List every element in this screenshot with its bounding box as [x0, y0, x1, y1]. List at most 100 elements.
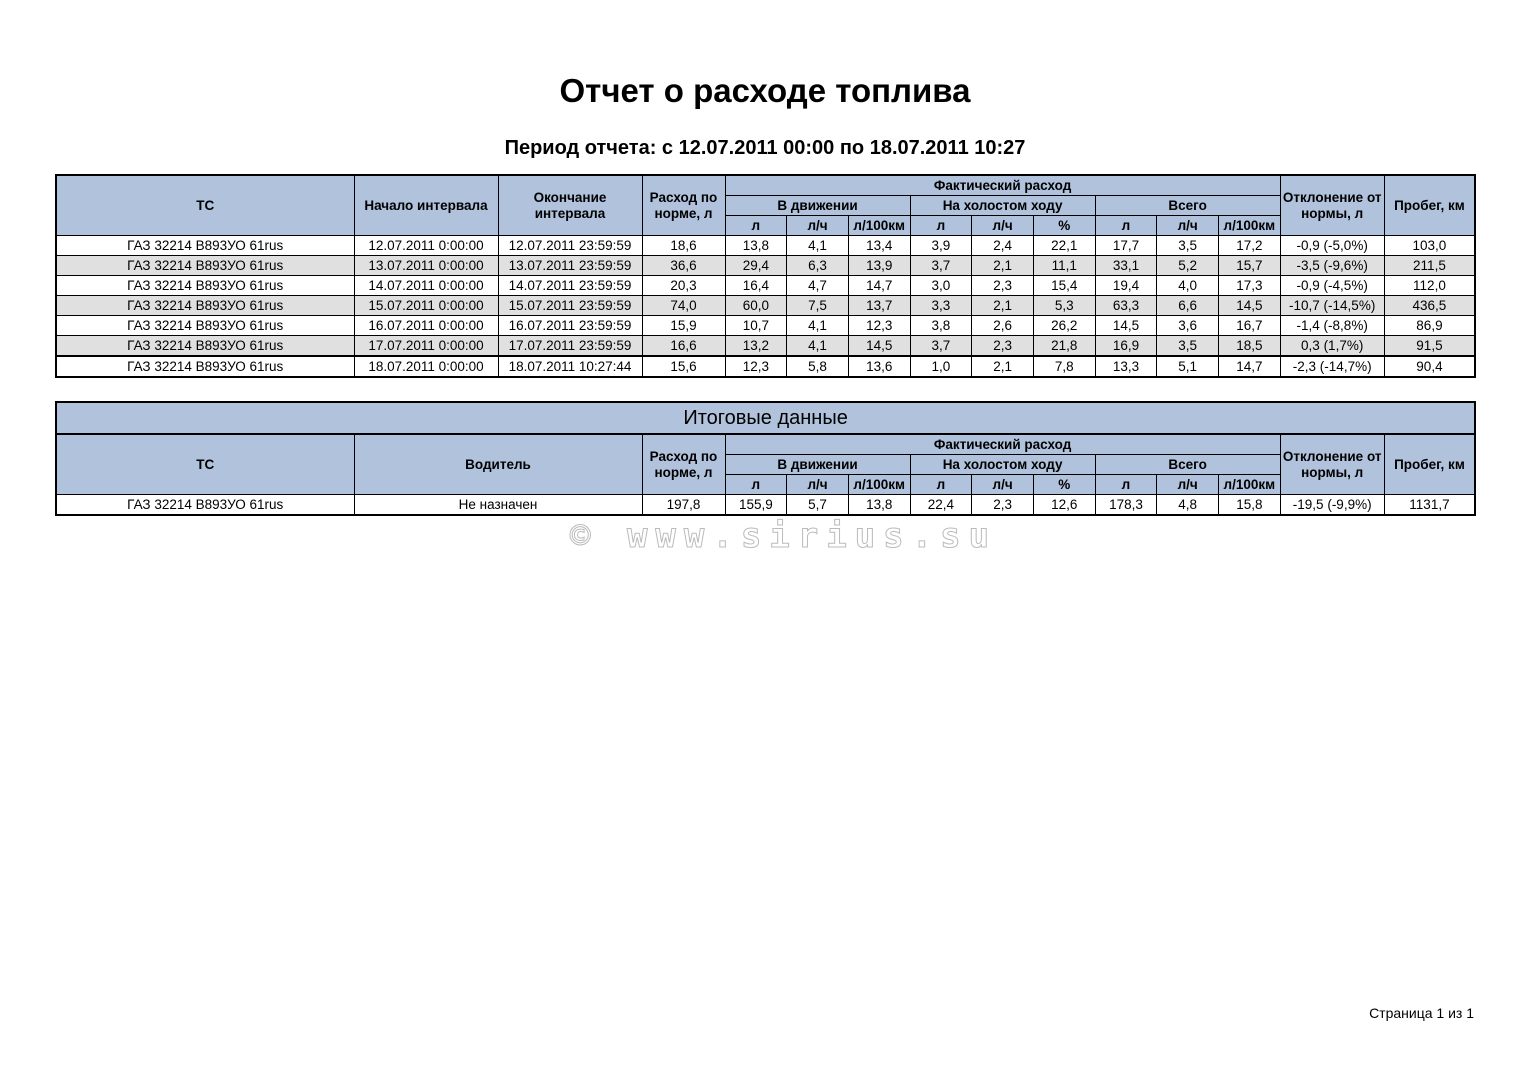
unit-header: л/ч — [971, 215, 1034, 236]
summary-cell: 155,9 — [724, 494, 788, 516]
unit-header: л/100км — [1218, 215, 1281, 236]
summary-cell: 22,4 — [909, 494, 973, 516]
report-title: Отчет о расходе топлива — [559, 72, 971, 109]
fuel-report-table: ТС Начало интервала Окончание интервала … — [55, 174, 1477, 378]
col-moving: В движении — [724, 195, 911, 216]
table-cell: 13,3 — [1094, 355, 1158, 378]
table-cell: 103,0 — [1383, 235, 1476, 256]
unit-header: л — [724, 474, 788, 495]
table-row: ГАЗ 32214 В893УО 61rus 12.07.2011 0:00:00… — [55, 235, 1476, 256]
table-cell: 2,1 — [971, 255, 1034, 276]
col-deviation: Отклонение от нормы, л — [1279, 174, 1385, 236]
table-cell: 13,2 — [724, 335, 788, 357]
table-cell: 13,6 — [847, 355, 911, 378]
table-cell: 18.07.2011 0:00:00 — [353, 355, 499, 378]
table-cell: 2,3 — [971, 335, 1034, 357]
table-cell: 5,3 — [1032, 295, 1096, 316]
col-start: Начало интервала — [353, 174, 499, 236]
table-cell: ГАЗ 32214 В893УО 61rus — [55, 275, 355, 296]
table-cell: 12.07.2011 23:59:59 — [497, 235, 643, 256]
table-cell: 15,6 — [641, 355, 726, 378]
table-cell: 13,9 — [847, 255, 911, 276]
summary-cell: 178,3 — [1094, 494, 1158, 516]
table-cell: -0,9 (-4,5%) — [1279, 275, 1385, 296]
table-row: ГАЗ 32214 В893УО 61rus 15.07.2011 0:00:00… — [55, 295, 1476, 316]
summary-title: Итоговые данные — [55, 401, 1476, 435]
table-cell: 16,9 — [1094, 335, 1158, 357]
table-cell: 3,5 — [1156, 235, 1219, 256]
table-cell: 20,3 — [641, 275, 726, 296]
unit-header: л/100км — [847, 474, 911, 495]
table-cell: 33,1 — [1094, 255, 1158, 276]
summary-cell: Не назначен — [353, 494, 643, 516]
table-cell: 86,9 — [1383, 315, 1476, 336]
table-cell: 18.07.2011 10:27:44 — [497, 355, 643, 378]
table-cell: 6,6 — [1156, 295, 1219, 316]
table-cell: 15.07.2011 23:59:59 — [497, 295, 643, 316]
unit-header: % — [1032, 474, 1096, 495]
table-cell: 3,7 — [909, 255, 973, 276]
table-cell: 19,4 — [1094, 275, 1158, 296]
unit-header: л/ч — [1156, 215, 1219, 236]
unit-header: л — [909, 474, 973, 495]
table-cell: 15,4 — [1032, 275, 1096, 296]
summary-cell: 197,8 — [641, 494, 726, 516]
table-cell: 14.07.2011 23:59:59 — [497, 275, 643, 296]
table-cell: 13.07.2011 0:00:00 — [353, 255, 499, 276]
table-cell: 74,0 — [641, 295, 726, 316]
table-cell: 4,0 — [1156, 275, 1219, 296]
table-cell: 0,3 (1,7%) — [1279, 335, 1385, 357]
table-cell: 14,7 — [847, 275, 911, 296]
table-cell: 36,6 — [641, 255, 726, 276]
col-deviation: Отклонение от нормы, л — [1279, 433, 1385, 495]
table-cell: ГАЗ 32214 В893УО 61rus — [55, 235, 355, 256]
unit-header: л/ч — [786, 215, 849, 236]
summary-cell: 13,8 — [847, 494, 911, 516]
col-vehicle: ТС — [55, 433, 355, 495]
table-cell: 112,0 — [1383, 275, 1476, 296]
summary-cell: 5,7 — [786, 494, 849, 516]
table-cell: 17.07.2011 0:00:00 — [353, 335, 499, 357]
table-cell: 1,0 — [909, 355, 973, 378]
table-row: ГАЗ 32214 В893УО 61rus 13.07.2011 0:00:00… — [55, 255, 1476, 276]
table-row: ГАЗ 32214 В893УО 61rus 16.07.2011 0:00:00… — [55, 315, 1476, 336]
table-cell: 6,3 — [786, 255, 849, 276]
table-cell: 17,7 — [1094, 235, 1158, 256]
table-cell: 2,6 — [971, 315, 1034, 336]
summary-cell: 15,8 — [1218, 494, 1281, 516]
summary-cell: ГАЗ 32214 В893УО 61rus — [55, 494, 355, 516]
watermark: © www.sirius.su — [569, 516, 998, 557]
table-cell: 3,7 — [909, 335, 973, 357]
table-cell: ГАЗ 32214 В893УО 61rus — [55, 295, 355, 316]
summary-cell: 2,3 — [971, 494, 1034, 516]
table-cell: 7,8 — [1032, 355, 1096, 378]
table-cell: 12,3 — [847, 315, 911, 336]
col-norm: Расход по норме, л — [641, 433, 726, 495]
table-cell: 2,4 — [971, 235, 1034, 256]
unit-header: л/ч — [971, 474, 1034, 495]
table-cell: 60,0 — [724, 295, 788, 316]
table-cell: 15,9 — [641, 315, 726, 336]
table-cell: 18,6 — [641, 235, 726, 256]
summary-body: ГАЗ 32214 В893УО 61rus Не назначен 197,8 15… — [55, 494, 1476, 516]
table-cell: 4,1 — [786, 335, 849, 357]
col-actual: Фактический расход — [724, 433, 1281, 455]
table-cell: -3,5 (-9,6%) — [1279, 255, 1385, 276]
table-row: ГАЗ 32214 В893УО 61rus 14.07.2011 0:00:00… — [55, 275, 1476, 296]
table-cell: 4,1 — [786, 315, 849, 336]
table-cell: 13,4 — [847, 235, 911, 256]
summary-cell: 1131,7 — [1383, 494, 1476, 516]
table-cell: 26,2 — [1032, 315, 1096, 336]
table-cell: 13,7 — [847, 295, 911, 316]
table-cell: 13.07.2011 23:59:59 — [497, 255, 643, 276]
col-total: Всего — [1094, 195, 1281, 216]
table-cell: 90,4 — [1383, 355, 1476, 378]
unit-header: % — [1032, 215, 1096, 236]
table-cell: 4,1 — [786, 235, 849, 256]
summary-cell: -19,5 (-9,9%) — [1279, 494, 1385, 516]
col-vehicle: ТС — [55, 174, 355, 236]
table-cell: 17.07.2011 23:59:59 — [497, 335, 643, 357]
table-cell: 436,5 — [1383, 295, 1476, 316]
table-cell: 17,2 — [1218, 235, 1281, 256]
table-cell: 15.07.2011 0:00:00 — [353, 295, 499, 316]
